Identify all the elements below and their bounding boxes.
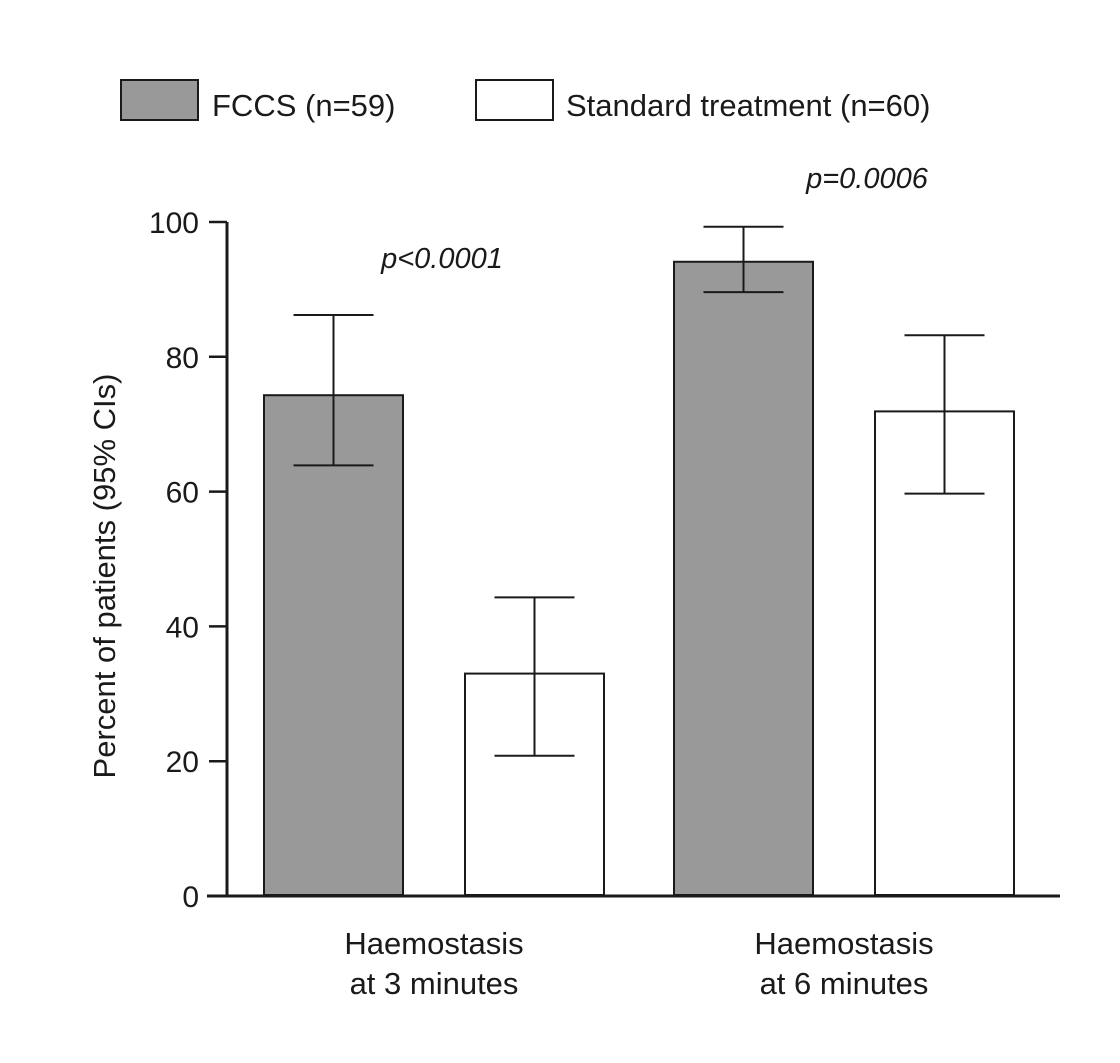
p-value-label: p<0.0001 bbox=[380, 243, 503, 275]
category-label: at 3 minutes bbox=[350, 966, 519, 1001]
legend-label-fccs: FCCS (n=59) bbox=[212, 88, 395, 123]
category-label: Haemostasis bbox=[344, 926, 523, 961]
bar-fccs-1 bbox=[673, 260, 814, 896]
legend: FCCS (n=59) Standard treatment (n=60) bbox=[120, 79, 930, 123]
p-value-annotations: p<0.0001 p=0.0006 bbox=[380, 163, 929, 275]
p-value-label: p=0.0006 bbox=[805, 163, 929, 195]
y-tick-label: 40 bbox=[166, 611, 199, 644]
legend-swatch-fccs bbox=[120, 79, 199, 121]
category-label: Haemostasis bbox=[754, 926, 933, 961]
y-ticks: 0 20 40 60 80 100 bbox=[149, 207, 227, 914]
y-tick-label: 80 bbox=[166, 342, 199, 375]
category-label: at 6 minutes bbox=[760, 966, 929, 1001]
legend-label-standard: Standard treatment (n=60) bbox=[566, 88, 930, 123]
y-axis-title: Percent of patients (95% CIs) bbox=[87, 374, 122, 779]
error-bars bbox=[293, 225, 985, 757]
y-tick-label: 60 bbox=[166, 477, 199, 510]
y-tick-label: 100 bbox=[149, 207, 199, 240]
category-labels: Haemostasis at 3 minutes Haemostasis at 6 m… bbox=[344, 926, 933, 1001]
y-tick-label: 20 bbox=[166, 746, 199, 779]
bars bbox=[263, 260, 1015, 897]
bar-fccs-0 bbox=[263, 394, 404, 896]
legend-swatch-standard bbox=[475, 79, 554, 121]
y-tick-label: 0 bbox=[182, 881, 199, 914]
